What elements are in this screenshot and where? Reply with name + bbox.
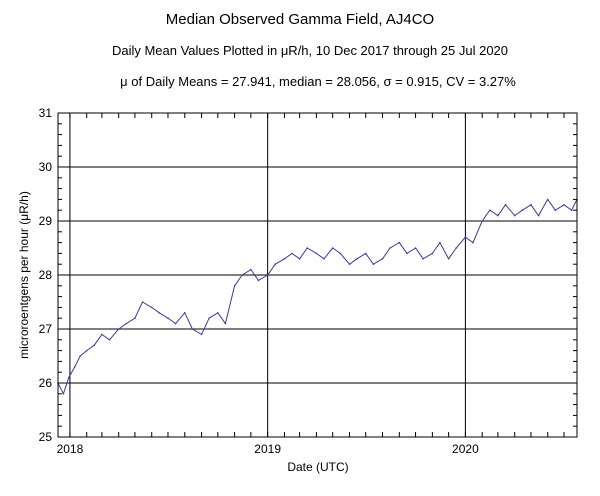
y-tick-label: 25 <box>39 430 53 444</box>
data-point <box>274 263 277 266</box>
data-point <box>414 247 417 249</box>
data-point <box>464 236 467 238</box>
data-point <box>513 214 516 217</box>
data-point <box>339 252 342 255</box>
data-point <box>422 258 424 260</box>
y-tick-label: 29 <box>39 214 53 228</box>
data-point <box>266 274 269 276</box>
data-point <box>331 247 334 249</box>
data-point <box>79 355 82 357</box>
data-point <box>381 258 384 260</box>
data-point <box>208 317 210 320</box>
data-point <box>398 241 401 244</box>
y-tick-label: 30 <box>39 160 53 174</box>
data-point <box>158 312 161 314</box>
data-point <box>389 247 391 249</box>
data-point <box>472 241 474 244</box>
data-point <box>200 333 203 336</box>
x-tick-label: 2018 <box>57 442 84 456</box>
data-point <box>372 263 375 266</box>
y-axis-label: microroentgens per hour (μR/h) <box>17 191 31 359</box>
data-point <box>224 322 227 325</box>
data-point <box>447 258 450 260</box>
data-point <box>481 220 483 222</box>
data-point <box>125 322 128 325</box>
chart-title: Median Observed Gamma Field, AJ4CO <box>166 11 434 28</box>
data-point <box>298 258 301 260</box>
data-point <box>554 209 557 211</box>
x-tick-label: 2020 <box>452 442 479 456</box>
data-point <box>134 317 136 320</box>
data-point <box>73 366 76 368</box>
data-point <box>356 258 358 260</box>
y-tick-label: 26 <box>39 376 53 390</box>
data-point <box>504 204 507 206</box>
data-point <box>563 204 565 206</box>
data-point <box>283 258 286 260</box>
data-point <box>488 209 491 211</box>
data-point <box>537 214 540 217</box>
data-point <box>191 328 194 330</box>
data-point <box>455 247 457 249</box>
data-point <box>62 393 65 395</box>
data-point <box>497 214 499 217</box>
y-tick-label: 28 <box>39 268 53 282</box>
data-point <box>108 339 111 341</box>
y-tick-label: 31 <box>39 106 53 120</box>
data-point <box>291 252 293 255</box>
data-point <box>406 252 408 255</box>
chart-stats-line: μ of Daily Means = 27.941, median = 28.0… <box>120 74 516 89</box>
x-tick-label: 2019 <box>254 442 281 456</box>
x-axis-label: Date (UTC) <box>287 460 348 474</box>
data-point <box>217 312 219 314</box>
series-line <box>57 198 578 395</box>
data-point <box>348 263 351 266</box>
data-point <box>241 274 243 276</box>
data-point <box>174 322 177 325</box>
data-point <box>323 258 325 260</box>
data-point <box>101 333 103 336</box>
data-point <box>570 209 573 211</box>
data-point <box>306 247 309 249</box>
data-point <box>68 376 70 379</box>
plot-frame <box>57 112 578 438</box>
data-point <box>85 349 88 352</box>
data-point <box>521 209 524 211</box>
data-point <box>117 328 120 330</box>
data-point <box>546 198 549 201</box>
data-point <box>257 279 260 282</box>
axes: 25 26 27 28 29 30 31 2018 2019 2020 <box>39 106 578 456</box>
chart-subtitle: Daily Mean Values Plotted in μR/h, 10 De… <box>112 43 508 58</box>
data-point <box>167 317 169 320</box>
data-point <box>530 204 532 206</box>
y-tick-label: 27 <box>39 322 53 336</box>
data-point <box>183 312 186 314</box>
data-point <box>250 268 252 271</box>
data-point <box>150 306 153 309</box>
data-point <box>141 301 144 303</box>
data-point <box>93 344 96 347</box>
data-point <box>315 252 318 255</box>
data-point <box>364 252 367 255</box>
data-point <box>439 241 441 244</box>
data-point <box>431 252 434 255</box>
data-point <box>233 285 236 287</box>
